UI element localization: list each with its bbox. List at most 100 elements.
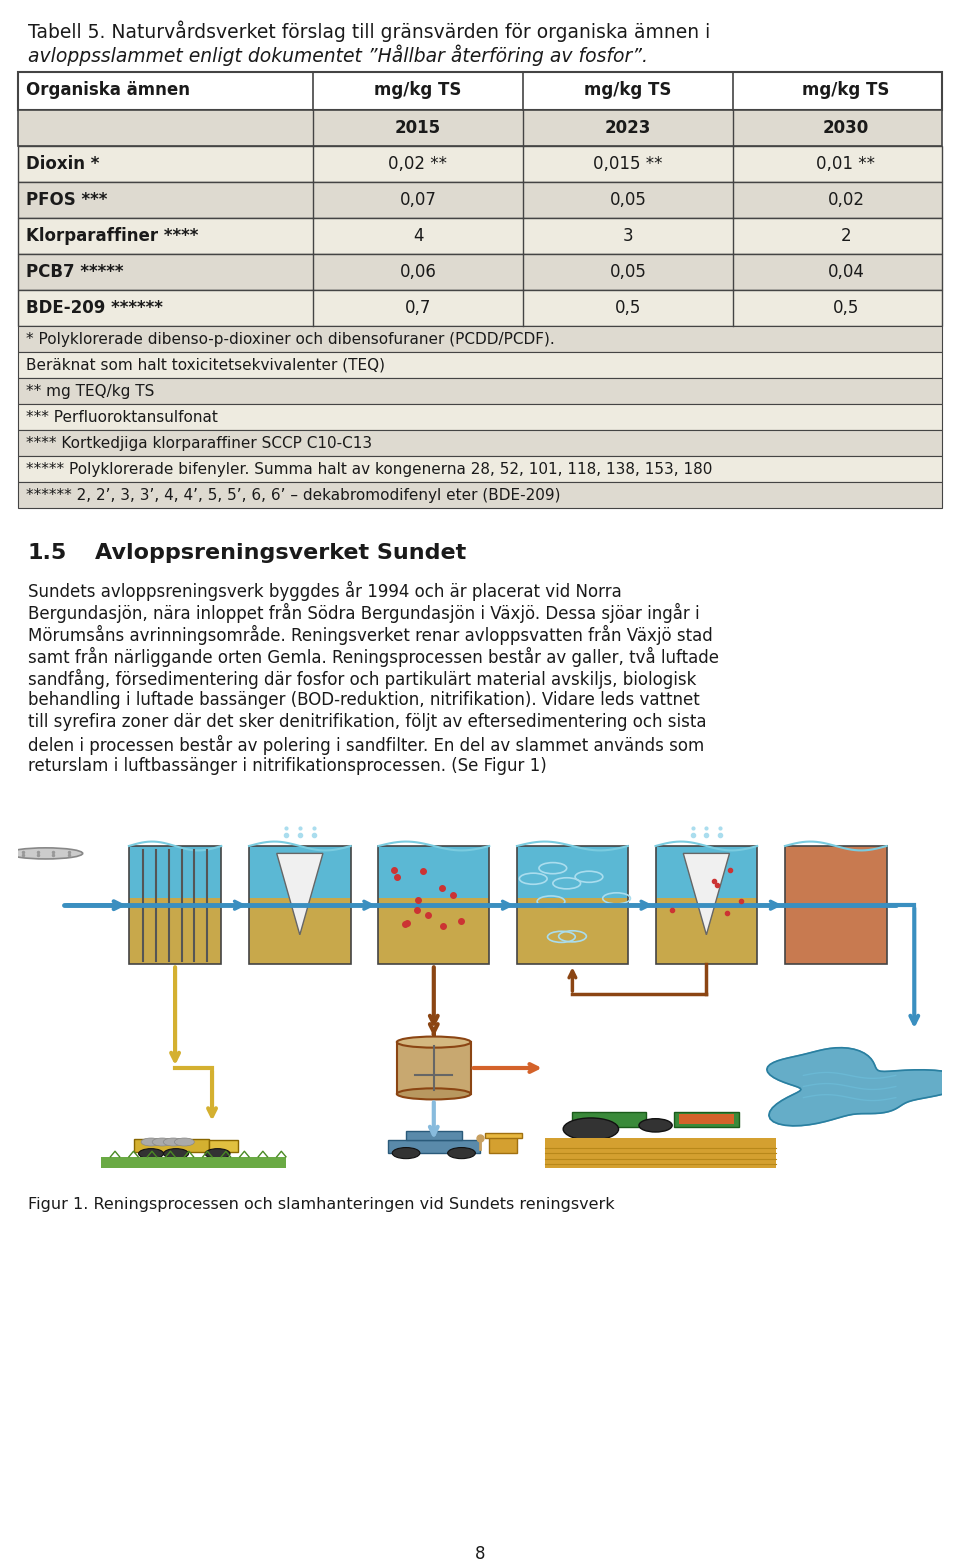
Bar bbox=[18, 290, 942, 326]
Bar bbox=[516, 847, 628, 898]
FancyBboxPatch shape bbox=[134, 1139, 209, 1152]
Text: Tabell 5. Naturvårdsverket förslag till gränsvärden för organiska ämnen i: Tabell 5. Naturvårdsverket förslag till … bbox=[28, 20, 710, 42]
Bar bbox=[18, 430, 942, 455]
Text: 2: 2 bbox=[841, 227, 852, 246]
Circle shape bbox=[153, 1138, 172, 1146]
Bar bbox=[378, 847, 490, 964]
Bar bbox=[656, 898, 757, 964]
Text: 0,7: 0,7 bbox=[405, 299, 431, 318]
Text: Dioxin *: Dioxin * bbox=[26, 155, 100, 174]
FancyBboxPatch shape bbox=[674, 1113, 739, 1127]
Text: 2030: 2030 bbox=[823, 119, 869, 138]
Circle shape bbox=[141, 1138, 161, 1146]
Text: 0,015 **: 0,015 ** bbox=[593, 155, 662, 174]
Text: behandling i luftade bassänger (BOD-reduktion, nitrifikation). Vidare leds vattn: behandling i luftade bassänger (BOD-redu… bbox=[28, 692, 700, 709]
Polygon shape bbox=[767, 1047, 960, 1125]
Bar bbox=[785, 847, 887, 898]
Text: 0,5: 0,5 bbox=[614, 299, 641, 318]
Bar bbox=[101, 1157, 286, 1167]
Bar bbox=[18, 404, 942, 430]
Text: 0,06: 0,06 bbox=[399, 263, 437, 282]
Bar bbox=[378, 898, 490, 964]
Bar bbox=[785, 847, 887, 964]
Circle shape bbox=[393, 1147, 420, 1158]
Text: 4: 4 bbox=[413, 227, 423, 246]
Text: 0,5: 0,5 bbox=[833, 299, 859, 318]
Bar bbox=[785, 898, 887, 964]
Bar bbox=[249, 847, 350, 964]
Text: BDE-209 ******: BDE-209 ****** bbox=[26, 299, 163, 318]
Text: Bergundasjön, nära inloppet från Södra Bergundasjön i Växjö. Dessa sjöar ingår i: Bergundasjön, nära inloppet från Södra B… bbox=[28, 603, 700, 623]
Ellipse shape bbox=[396, 1036, 470, 1047]
Text: 0,05: 0,05 bbox=[610, 191, 646, 210]
Text: * Polyklorerade dibenso-p-dioxiner och dibensofuraner (PCDD/PCDF).: * Polyklorerade dibenso-p-dioxiner och d… bbox=[26, 332, 555, 347]
Text: PCB7 *****: PCB7 ***** bbox=[26, 263, 124, 282]
Text: 2023: 2023 bbox=[605, 119, 651, 138]
FancyBboxPatch shape bbox=[490, 1135, 516, 1153]
Bar bbox=[129, 847, 222, 964]
Circle shape bbox=[163, 1149, 188, 1158]
Circle shape bbox=[138, 1149, 163, 1158]
Circle shape bbox=[564, 1117, 618, 1141]
Bar bbox=[516, 898, 628, 964]
Text: ***** Polyklorerade bifenyler. Summa halt av kongenerna 28, 52, 101, 118, 138, 1: ***** Polyklorerade bifenyler. Summa hal… bbox=[26, 462, 712, 477]
FancyBboxPatch shape bbox=[406, 1131, 462, 1141]
Text: Beräknat som halt toxicitetsekvivalenter (TEQ): Beräknat som halt toxicitetsekvivalenter… bbox=[26, 358, 385, 372]
Bar bbox=[656, 847, 757, 964]
Text: returslam i luftbassänger i nitrifikationsprocessen. (Se Figur 1): returslam i luftbassänger i nitrifikatio… bbox=[28, 757, 547, 775]
Text: ** mg TEQ/kg TS: ** mg TEQ/kg TS bbox=[26, 383, 155, 399]
Text: 2015: 2015 bbox=[395, 119, 441, 138]
Text: samt från närliggande orten Gemla. Reningsprocessen består av galler, två luftad: samt från närliggande orten Gemla. Renin… bbox=[28, 646, 719, 667]
Bar bbox=[18, 254, 942, 290]
Bar bbox=[129, 898, 222, 964]
Text: sandfång, försedimentering där fosfor och partikulärt material avskiljs, biologi: sandfång, försedimentering där fosfor oc… bbox=[28, 668, 696, 689]
Bar bbox=[516, 847, 628, 964]
Bar bbox=[249, 898, 350, 964]
FancyBboxPatch shape bbox=[485, 1133, 521, 1138]
Bar bbox=[18, 72, 942, 110]
Bar bbox=[18, 110, 942, 146]
Bar bbox=[129, 847, 222, 898]
Bar bbox=[18, 218, 942, 254]
FancyBboxPatch shape bbox=[572, 1113, 646, 1127]
Ellipse shape bbox=[9, 848, 83, 859]
Circle shape bbox=[447, 1147, 475, 1158]
Bar bbox=[18, 146, 942, 182]
Bar bbox=[18, 352, 942, 379]
Bar bbox=[18, 379, 942, 404]
Text: PFOS ***: PFOS *** bbox=[26, 191, 108, 210]
FancyBboxPatch shape bbox=[544, 1138, 776, 1167]
Polygon shape bbox=[684, 853, 730, 934]
FancyBboxPatch shape bbox=[388, 1141, 480, 1153]
Text: 0,01 **: 0,01 ** bbox=[817, 155, 876, 174]
Text: mg/kg TS: mg/kg TS bbox=[374, 81, 462, 99]
Ellipse shape bbox=[396, 1088, 470, 1100]
Text: 0,07: 0,07 bbox=[399, 191, 437, 210]
Text: 0,02: 0,02 bbox=[828, 191, 865, 210]
Bar bbox=[249, 847, 350, 898]
Text: **** Kortkedjiga klorparaffiner SCCP C10-C13: **** Kortkedjiga klorparaffiner SCCP C10… bbox=[26, 437, 372, 451]
Text: *** Perfluoroktansulfonat: *** Perfluoroktansulfonat bbox=[26, 410, 218, 426]
Bar bbox=[18, 482, 942, 509]
Text: 0,05: 0,05 bbox=[610, 263, 646, 282]
FancyBboxPatch shape bbox=[209, 1141, 238, 1152]
Text: mg/kg TS: mg/kg TS bbox=[585, 81, 672, 99]
Bar bbox=[656, 847, 757, 898]
Bar bbox=[18, 182, 942, 218]
Circle shape bbox=[163, 1138, 183, 1146]
Text: Avloppsreningsverket Sundet: Avloppsreningsverket Sundet bbox=[95, 543, 467, 563]
Text: delen i processen består av polering i sandfilter. En del av slammet används som: delen i processen består av polering i s… bbox=[28, 736, 705, 754]
Bar bbox=[18, 326, 942, 352]
Text: avloppsslammet enligt dokumentet ”Hållbar återföring av fosfor”.: avloppsslammet enligt dokumentet ”Hållba… bbox=[28, 44, 648, 66]
Bar bbox=[396, 1042, 470, 1094]
Text: Organiska ämnen: Organiska ämnen bbox=[26, 81, 190, 99]
Text: 0,04: 0,04 bbox=[828, 263, 864, 282]
Text: 1.5: 1.5 bbox=[28, 543, 67, 563]
FancyBboxPatch shape bbox=[679, 1114, 734, 1124]
Circle shape bbox=[205, 1149, 230, 1158]
Circle shape bbox=[175, 1138, 194, 1146]
Text: Mörumsåns avrinningsområde. Reningsverket renar avloppsvatten från Växjö stad: Mörumsåns avrinningsområde. Reningsverke… bbox=[28, 624, 712, 645]
Bar bbox=[378, 847, 490, 898]
Text: till syrefira zoner där det sker denitrifikation, följt av eftersedimentering oc: till syrefira zoner där det sker denitri… bbox=[28, 714, 707, 731]
Text: mg/kg TS: mg/kg TS bbox=[803, 81, 890, 99]
